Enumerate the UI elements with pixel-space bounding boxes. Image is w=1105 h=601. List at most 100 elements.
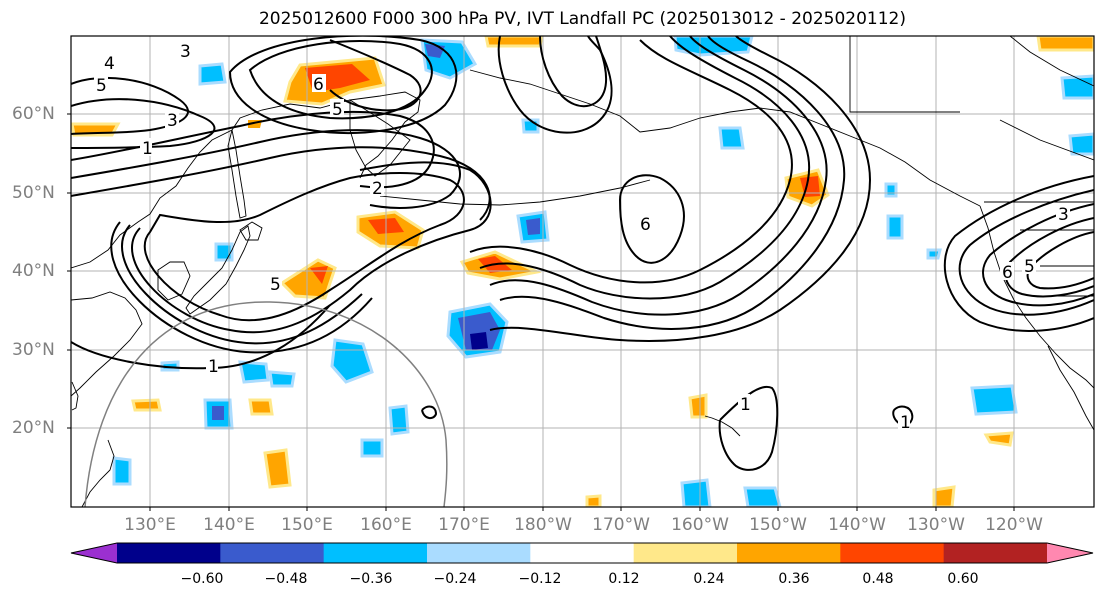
contour-label: 5: [332, 100, 343, 120]
longitude-label: 120°W: [985, 515, 1043, 535]
contour-label-layer: 3 4 5 6 5 3 1 2 6 6 5 1 1 1 5 3: [94, 42, 1070, 433]
latitude-label: 60°N: [12, 104, 55, 124]
longitude-label: 160°E: [360, 515, 412, 535]
pv-contour: [71, 110, 435, 189]
contour-label: 2: [372, 179, 383, 199]
pv-contour: [618, 174, 685, 264]
pv-contour: [982, 203, 1094, 307]
chart-title: 2025012600 F000 300 hPa PV, IVT Landfall…: [258, 9, 906, 29]
negative-anomaly-core: [458, 312, 500, 350]
longitude-label: 140°E: [203, 515, 255, 535]
latitude-label: 40°N: [12, 261, 55, 281]
contour-label: 4: [104, 54, 115, 74]
contour-label: 5: [270, 275, 281, 295]
colorbar-tick-label: −0.36: [349, 571, 393, 587]
pv-contour: [329, 39, 422, 112]
contour-label: 3: [167, 111, 178, 131]
contour-label: 6: [640, 215, 651, 235]
contour-label: 1: [740, 395, 751, 415]
negative-anomaly-blob: [238, 360, 270, 384]
pv-contour: [228, 36, 458, 134]
baja-outline: [1047, 345, 1094, 431]
positive-anomaly-blob: [585, 494, 602, 507]
negative-anomaly-core: [212, 406, 224, 420]
pv-contour: [121, 224, 363, 345]
pv-contour: [479, 36, 811, 300]
negative-anomaly-blob: [330, 338, 374, 384]
contour-label: 1: [208, 357, 219, 377]
longitude-label: 150°W: [749, 515, 807, 535]
korea-outline: [157, 261, 191, 301]
contour-label: 6: [313, 75, 324, 95]
pv-contour: [958, 189, 1094, 316]
negative-anomaly-blob: [388, 404, 410, 436]
contour-label: 3: [180, 42, 191, 62]
colorbar-tick-label: 0.60: [947, 571, 979, 587]
philippines-outline: [81, 439, 115, 507]
asia-coastline: [71, 91, 421, 269]
pv-contours: [71, 36, 1094, 471]
hokkaido-outline: [239, 221, 263, 241]
pv-contour: [248, 40, 433, 120]
pv-contour: [489, 36, 828, 316]
negative-anomaly-blob: [360, 438, 384, 458]
positive-anomaly-blob: [983, 431, 1014, 447]
longitude-label: 140°W: [828, 515, 886, 535]
pv-contour: [497, 36, 613, 134]
latitude-label: 20°N: [12, 418, 55, 438]
negative-anomaly-core: [526, 218, 540, 235]
contour-label: 1: [900, 413, 911, 433]
positive-anomaly-blob: [932, 485, 956, 507]
canada-border: [849, 36, 960, 113]
longitude-label: 170°E: [438, 515, 490, 535]
negative-anomaly-blob: [214, 242, 234, 262]
colorbar-tick-label: −0.48: [264, 571, 308, 587]
aleutian-chain: [379, 179, 651, 206]
negative-anomaly-blob: [1068, 132, 1094, 156]
longitude-label: 180°W: [514, 515, 572, 535]
axis-ticks: [67, 113, 1015, 511]
positive-anomaly-blob: [131, 398, 162, 412]
negative-anomaly-blob: [198, 62, 227, 86]
longitude-label: 130°W: [907, 515, 965, 535]
negative-anomaly-blob: [718, 126, 745, 150]
pv-contour: [131, 161, 492, 334]
colorbar-tick-label: −0.60: [180, 571, 224, 587]
pv-contour: [539, 36, 608, 107]
pv-contour: [943, 175, 1094, 332]
contour-label: 1: [142, 139, 153, 159]
latitude-label: 50°N: [12, 183, 55, 203]
pv-contour: [143, 172, 465, 322]
pv-contour: [71, 129, 461, 209]
taiwan-outline: [71, 381, 79, 411]
colorbar-tick-label: 0.12: [608, 571, 640, 587]
positive-anomaly-blob: [1036, 36, 1094, 52]
longitude-label: 150°E: [281, 515, 333, 535]
longitude-label: 130°E: [124, 515, 176, 535]
colorbar-tick-label: 0.48: [862, 571, 894, 587]
china-coastline: [71, 291, 143, 397]
colorbar-tick-label: −0.12: [518, 571, 562, 587]
positive-anomaly-blob: [263, 448, 292, 489]
contour-label: 5: [96, 76, 107, 96]
contour-label: 3: [1058, 205, 1069, 225]
pv-contour: [110, 221, 373, 354]
pv-contour: [71, 146, 491, 221]
contour-label: 5: [1024, 257, 1035, 277]
pv-contour: [469, 39, 793, 284]
great-circle-arc: [84, 301, 448, 507]
pv-contour: [489, 36, 872, 342]
positive-anomaly-blob: [248, 398, 274, 416]
negative-anomaly-blob: [886, 214, 904, 240]
pv-contour: [499, 36, 846, 330]
negative-anomaly-center: [470, 332, 488, 350]
pv-contour: [1026, 231, 1094, 290]
sakhalin-outline: [227, 129, 247, 219]
negative-anomaly-blob: [970, 384, 1018, 416]
colorbar-tick-label: 0.24: [693, 571, 725, 587]
negative-anomaly-blob: [926, 248, 942, 260]
state-border: [999, 119, 1094, 161]
negative-anomaly-blob: [680, 478, 712, 507]
longitude-label: 160°W: [671, 515, 729, 535]
